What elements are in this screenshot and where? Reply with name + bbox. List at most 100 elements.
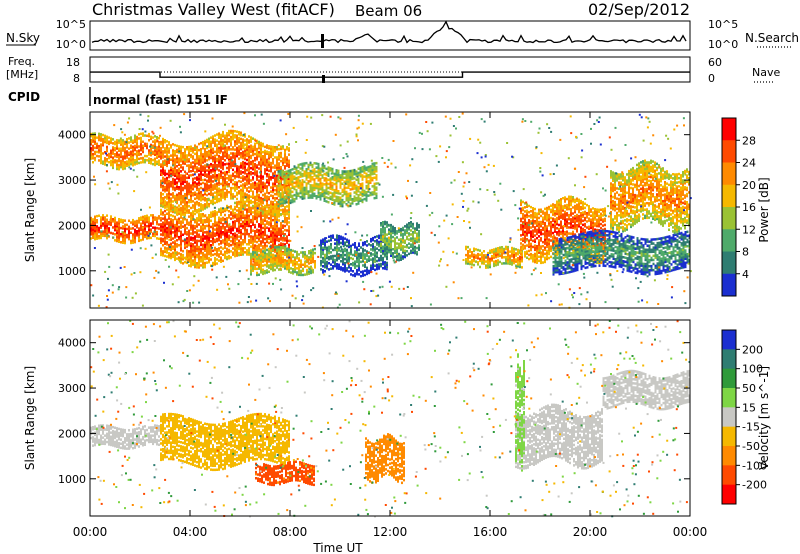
power-cell — [218, 132, 220, 135]
power-cell — [266, 255, 268, 258]
power-cell — [250, 161, 252, 164]
power-cell — [386, 238, 388, 241]
power-cell — [188, 209, 190, 212]
power-cell — [198, 234, 200, 237]
power-cell — [266, 235, 268, 238]
power-cell — [94, 147, 96, 150]
power-cell — [338, 235, 340, 238]
power-cell — [98, 133, 100, 136]
power-cell — [260, 240, 262, 243]
freq-label: Freq. — [8, 55, 35, 68]
power-cell — [384, 221, 386, 224]
power-cell — [274, 156, 276, 159]
power-cell — [370, 252, 372, 255]
power-cell — [210, 244, 212, 247]
power-cell — [310, 170, 312, 173]
power-cell — [144, 215, 146, 218]
power-cell — [340, 260, 342, 263]
power-cell — [176, 169, 178, 172]
power-cell — [114, 217, 116, 220]
power-cell — [264, 193, 266, 196]
power-cell — [138, 158, 140, 161]
power-cell — [192, 174, 194, 177]
power-cell — [204, 203, 206, 206]
power-cell — [284, 191, 286, 194]
power-cell — [200, 187, 202, 190]
power-cell — [376, 186, 378, 189]
power-cell — [130, 232, 132, 235]
power-cell — [352, 258, 354, 261]
power-cell — [344, 201, 346, 204]
power-cell — [120, 160, 122, 163]
power-cell — [258, 274, 260, 277]
power-cell — [268, 248, 270, 251]
power-cell — [286, 170, 288, 173]
power-cell — [344, 185, 346, 188]
power-cell — [330, 196, 332, 199]
power-cell — [278, 201, 280, 204]
power-cell — [382, 267, 384, 270]
power-cell — [114, 153, 116, 156]
power-cell — [272, 166, 274, 169]
power-cell — [182, 152, 184, 155]
power-cell — [140, 137, 142, 140]
power-cell — [126, 160, 128, 163]
power-cell — [102, 222, 104, 225]
power-cell — [116, 230, 118, 233]
power-cell — [256, 272, 258, 275]
power-cell — [110, 137, 112, 140]
power-cell — [190, 170, 192, 173]
power-cell — [102, 152, 104, 155]
power-cell — [110, 160, 112, 163]
power-cell — [146, 215, 148, 218]
power-cell — [246, 163, 248, 166]
power-cell — [268, 242, 270, 245]
power-cell — [108, 161, 110, 164]
power-cell — [228, 162, 230, 165]
power-cell — [270, 194, 272, 197]
power-cell — [238, 240, 240, 243]
power-cell — [222, 176, 224, 179]
power-cell — [252, 211, 254, 214]
power-cell — [278, 238, 280, 241]
power-cell — [160, 169, 162, 172]
power-cell — [286, 205, 288, 208]
power-cell — [208, 193, 210, 196]
power-cell — [272, 201, 274, 204]
power-cell — [218, 253, 220, 256]
power-cell — [204, 231, 206, 234]
power-cell — [312, 164, 314, 167]
power-cell — [240, 181, 242, 184]
power-cell — [376, 193, 378, 196]
power-cell — [216, 262, 218, 265]
power-cell — [200, 183, 202, 186]
power-cell — [156, 146, 158, 149]
power-cell — [326, 247, 328, 250]
power-cell — [220, 134, 222, 137]
power-cell — [394, 237, 396, 240]
power-cell — [138, 162, 140, 165]
power-cell — [344, 177, 346, 180]
power-cell — [330, 255, 332, 258]
power-cell — [164, 200, 166, 203]
power-cell — [168, 252, 170, 255]
power-cell — [184, 261, 186, 264]
nsearch-tick-bottom: 10^0 — [708, 38, 738, 51]
power-cell — [294, 171, 296, 174]
power-cell — [358, 253, 360, 256]
power-cell — [358, 178, 360, 181]
power-cell — [164, 206, 166, 209]
power-cell — [224, 226, 226, 229]
power-cell — [250, 179, 252, 182]
power-cell — [262, 264, 264, 267]
power-cell — [172, 215, 174, 218]
power-cell — [240, 162, 242, 165]
power-cell — [182, 240, 184, 243]
power-cell — [112, 156, 114, 159]
power-cell — [370, 192, 372, 195]
power-cell — [270, 249, 272, 252]
power-cell — [148, 157, 150, 160]
power-cell — [158, 215, 160, 218]
power-cell — [200, 142, 202, 145]
nsearch-tick-top: 10^5 — [708, 18, 738, 31]
